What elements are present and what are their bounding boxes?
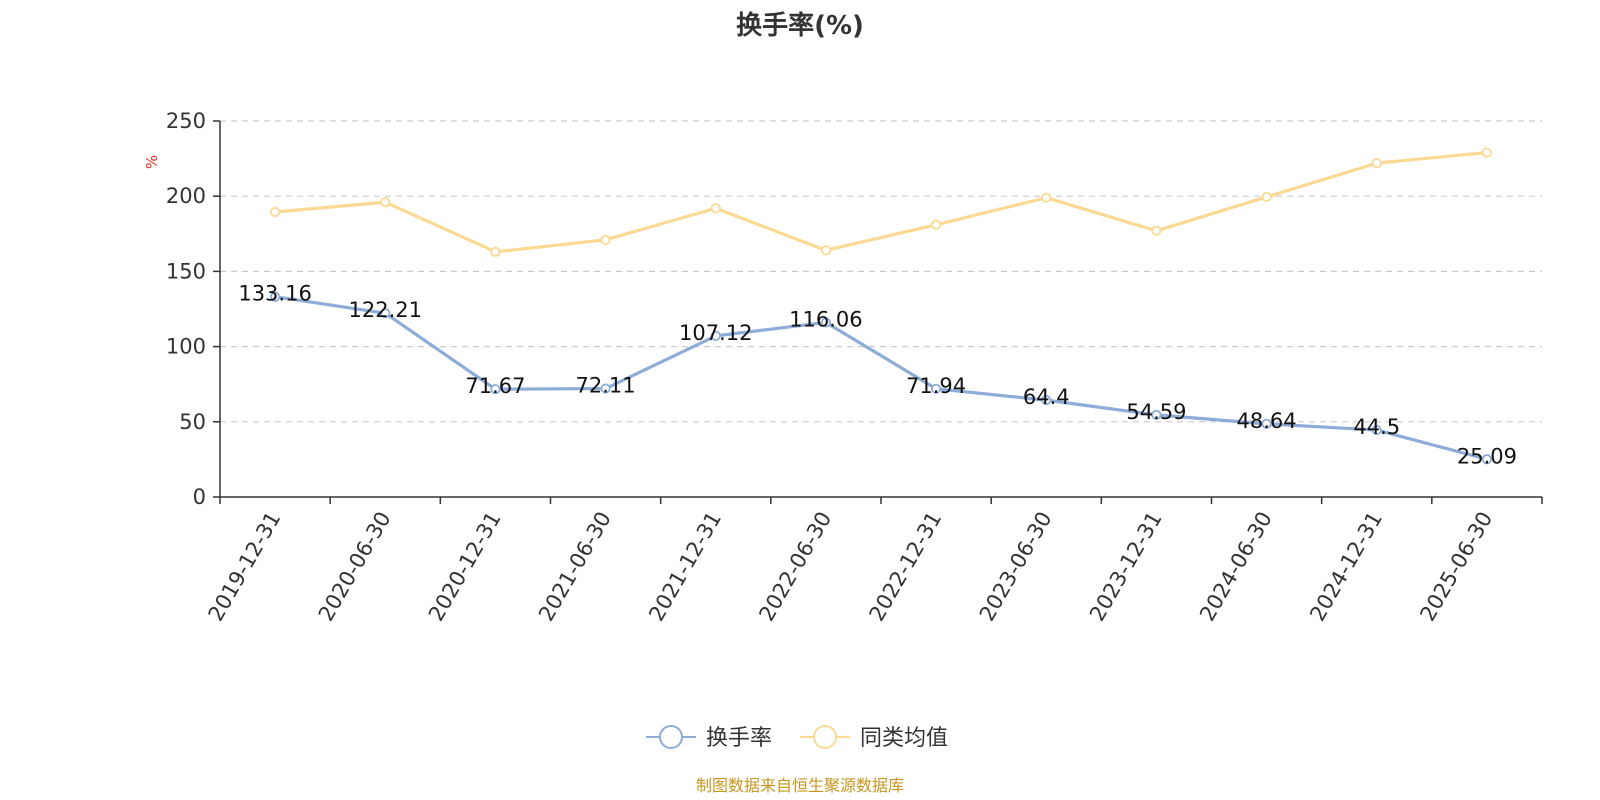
legend-item-0[interactable]: 换手率 xyxy=(646,725,772,751)
x-tick-label: 2024-06-30 xyxy=(1195,508,1277,626)
data-labels: 133.16 122.21 71.67 72.11 107.12 116.06 71.94 6… xyxy=(238,282,1517,469)
y-tick-label: 200 xyxy=(166,184,206,208)
axes: 0 50 100 150 200 250 2019-12-31 2020-06-30 2020-… xyxy=(166,109,1543,626)
data-point xyxy=(600,234,611,245)
data-point xyxy=(1261,191,1272,203)
data-point xyxy=(269,291,281,302)
data-point xyxy=(600,383,611,394)
series-line-1 xyxy=(274,150,1488,254)
legend-circle-icon xyxy=(813,725,837,749)
y-tick-label: 250 xyxy=(166,109,206,133)
data-point xyxy=(380,308,391,319)
data-point xyxy=(710,203,721,214)
y-tick-label: 150 xyxy=(166,259,206,283)
legend-item-1[interactable]: 同类均值 xyxy=(800,725,948,751)
data-label: 72.11 xyxy=(576,374,636,398)
x-tick-label: 2020-12-31 xyxy=(424,507,506,625)
legend-label: 换手率 xyxy=(706,726,772,751)
y-tick-label: 50 xyxy=(179,410,206,434)
x-tick-label: 2023-12-31 xyxy=(1085,508,1167,626)
data-point xyxy=(1481,147,1493,158)
data-point xyxy=(1261,418,1272,429)
data-source-note: 制图数据来自恒生聚源数据库 xyxy=(696,776,904,795)
data-label: 116.06 xyxy=(789,307,862,331)
data-label: 44.5 xyxy=(1353,415,1400,439)
data-label: 25.09 xyxy=(1457,444,1517,468)
data-point xyxy=(1151,409,1162,420)
x-tick-label: 2021-12-31 xyxy=(644,508,726,626)
data-label: 133.16 xyxy=(238,282,311,306)
chart-title: 换手率(%) xyxy=(736,10,864,41)
data-point xyxy=(820,245,832,256)
data-label: 71.94 xyxy=(906,374,966,398)
data-point xyxy=(1151,225,1162,236)
data-point xyxy=(380,197,391,208)
x-tick-label: 2020-06-30 xyxy=(314,508,396,626)
data-label: 54.59 xyxy=(1126,400,1186,424)
data-point xyxy=(1371,158,1382,169)
x-tick-label: 2022-12-31 xyxy=(865,507,947,625)
series-line-0 xyxy=(274,295,1488,461)
data-label: 64.4 xyxy=(1023,385,1070,409)
data-point xyxy=(1481,454,1493,465)
data-point xyxy=(269,206,281,218)
data-point xyxy=(930,219,942,230)
series-lines xyxy=(269,147,1493,465)
y-tick-label: 0 xyxy=(193,485,206,509)
data-label: 48.64 xyxy=(1237,409,1297,433)
data-label: 107.12 xyxy=(679,321,752,345)
data-point xyxy=(820,317,832,328)
data-point xyxy=(1371,424,1382,436)
x-tick-label: 2025-06-30 xyxy=(1415,508,1497,626)
data-point xyxy=(490,384,501,395)
data-label: 71.67 xyxy=(465,374,525,398)
data-point xyxy=(710,330,721,341)
legend-label: 同类均值 xyxy=(860,726,948,751)
grid-lines xyxy=(220,120,1542,423)
data-point xyxy=(1041,192,1052,203)
data-point xyxy=(490,246,501,257)
data-label: 122.21 xyxy=(349,298,422,322)
x-tick-label: 2023-06-30 xyxy=(975,508,1057,626)
data-point xyxy=(930,383,942,394)
legend[interactable]: 换手率 同类均值 xyxy=(646,725,948,751)
x-tick-label: 2022-06-30 xyxy=(754,508,836,626)
x-tick-label: 2021-06-30 xyxy=(534,508,616,626)
x-tick-label: 2024-12-31 xyxy=(1305,508,1387,626)
y-axis-unit-label: % xyxy=(143,155,161,169)
y-tick-label: 100 xyxy=(166,335,206,359)
legend-circle-icon xyxy=(659,725,683,749)
data-point xyxy=(1041,395,1052,406)
x-tick-label: 2019-12-31 xyxy=(204,508,286,626)
